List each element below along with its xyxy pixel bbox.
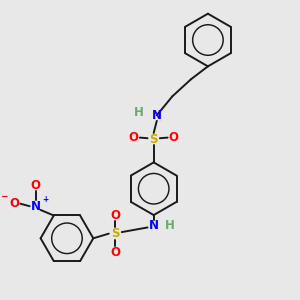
Text: +: + — [42, 195, 48, 204]
Text: O: O — [110, 208, 120, 222]
Text: N: N — [31, 200, 41, 213]
Text: H: H — [165, 219, 175, 232]
Text: N: N — [149, 219, 159, 232]
Text: N: N — [152, 109, 162, 122]
Text: O: O — [31, 178, 41, 192]
Text: O: O — [169, 131, 179, 144]
Text: H: H — [134, 106, 144, 119]
Text: S: S — [111, 227, 119, 240]
Text: O: O — [110, 246, 120, 259]
Text: S: S — [149, 133, 158, 146]
Text: O: O — [129, 131, 139, 144]
Text: −: − — [1, 192, 8, 201]
Text: O: O — [9, 197, 19, 210]
